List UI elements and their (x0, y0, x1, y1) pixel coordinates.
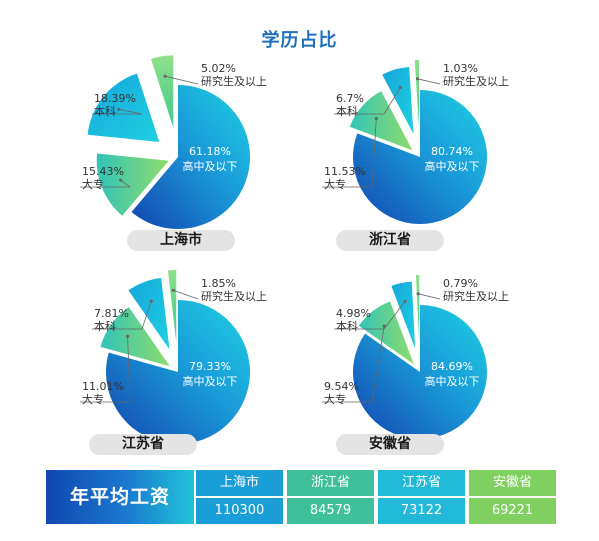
leader-dot (398, 85, 402, 90)
city-label: 浙江省 (336, 230, 444, 251)
data-label-name: 研究生及以上 (443, 74, 509, 88)
pie-slice-highschool (352, 305, 487, 439)
data-label-pct: 5.02% (201, 62, 236, 75)
data-label-pct: 18.39% (94, 92, 136, 105)
data-label-highschool-name: 高中及以下 (425, 159, 480, 173)
wage-col-zhejiang: 浙江省 84579 (287, 470, 376, 524)
data-label-pct: 1.03% (443, 62, 478, 75)
data-label-name: 本科 (336, 319, 358, 333)
leader-dot (163, 74, 167, 78)
wage-value: 110300 (196, 498, 283, 524)
wage-table: 年平均工资 上海市 110300 浙江省 84579 江苏省 73122 安徽省… (46, 470, 559, 524)
data-label-highschool-name: 高中及以下 (183, 374, 238, 388)
wage-col-shanghai: 上海市 110300 (196, 470, 285, 524)
pie-slice-highschool (131, 85, 250, 229)
data-label-highschool-pct: 79.33% (189, 360, 231, 373)
data-label-pct: 11.53% (324, 165, 366, 178)
leader-dot (374, 116, 378, 121)
pie-slice-graduate (150, 55, 174, 128)
leader-line (80, 336, 131, 403)
wage-col-anhui: 安徽省 69221 (469, 470, 558, 524)
data-label-name: 本科 (336, 104, 358, 118)
data-label-highschool-name: 高中及以下 (183, 159, 238, 173)
data-label-highschool-pct: 84.69% (431, 360, 473, 373)
leader-dot (403, 299, 407, 303)
wage-col-jiangsu: 江苏省 73122 (378, 470, 467, 524)
pie-slice-undergrad (87, 73, 160, 142)
pie-slice-college (358, 301, 414, 365)
leader-dot (171, 288, 175, 292)
leader-line (334, 87, 401, 115)
leader-line (173, 289, 199, 300)
leader-dot (415, 77, 420, 81)
leader-line (417, 78, 441, 85)
data-label-name: 大专 (82, 177, 104, 191)
leader-line (80, 179, 132, 188)
data-label-pct: 9.54% (324, 380, 359, 393)
data-label-highschool-pct: 61.18% (189, 145, 231, 158)
data-label-name: 本科 (94, 104, 116, 118)
data-label-highschool-name: 高中及以下 (425, 374, 480, 388)
data-label-pct: 4.98% (336, 307, 371, 320)
data-label-pct: 11.01% (82, 380, 124, 393)
pie-slice-graduate (414, 60, 420, 128)
wage-value: 73122 (378, 498, 465, 524)
wage-table-heading: 年平均工资 (46, 470, 194, 524)
pie-slice-highschool (106, 300, 251, 444)
pie-slice-graduate (415, 275, 420, 343)
city-label: 安徽省 (336, 434, 444, 455)
pie-slice-highschool (353, 90, 488, 224)
leader-line (322, 326, 385, 403)
leader-dot (117, 107, 121, 111)
page-title: 学历占比 (261, 30, 338, 51)
data-label-name: 大专 (324, 392, 346, 406)
wage-region-label: 江苏省 (378, 470, 465, 496)
leader-line (92, 109, 143, 115)
wage-value: 69221 (469, 498, 556, 524)
leader-dot (416, 292, 420, 296)
pie-slice-undergrad (382, 67, 414, 134)
data-label-highschool-pct: 80.74% (431, 145, 473, 158)
data-label-pct: 1.85% (201, 277, 236, 290)
data-label-pct: 6.7% (336, 92, 364, 105)
data-label-name: 研究生及以上 (201, 289, 267, 303)
leader-dot (126, 334, 130, 338)
city-label: 上海市 (127, 230, 235, 251)
pie-slice-college (349, 91, 413, 151)
leader-dot (149, 299, 153, 303)
data-label-name: 研究生及以上 (443, 289, 509, 303)
data-label-name: 大专 (324, 177, 346, 191)
wage-region-label: 上海市 (196, 470, 283, 496)
leader-dot (119, 178, 123, 182)
data-label-pct: 0.79% (443, 277, 478, 290)
pie-slice-undergrad (128, 278, 170, 350)
pie-slice-college (96, 153, 169, 216)
wage-value: 84579 (287, 498, 374, 524)
pie-slice-graduate (167, 270, 177, 343)
data-label-pct: 7.81% (94, 307, 129, 320)
leader-dot (382, 324, 386, 328)
pie-slice-college (100, 307, 170, 367)
data-label-name: 研究生及以上 (201, 74, 267, 88)
data-label-name: 大专 (82, 392, 104, 406)
data-label-pct: 15.43% (82, 165, 124, 178)
pie-slice-undergrad (391, 281, 416, 349)
wage-region-label: 安徽省 (469, 470, 556, 496)
leader-line (92, 300, 152, 330)
data-label-name: 本科 (94, 319, 116, 333)
leader-line (418, 293, 441, 300)
wage-region-label: 浙江省 (287, 470, 374, 496)
leader-line (322, 118, 377, 188)
leader-line (165, 75, 199, 85)
leader-line (334, 301, 406, 330)
city-label: 江苏省 (89, 434, 197, 455)
